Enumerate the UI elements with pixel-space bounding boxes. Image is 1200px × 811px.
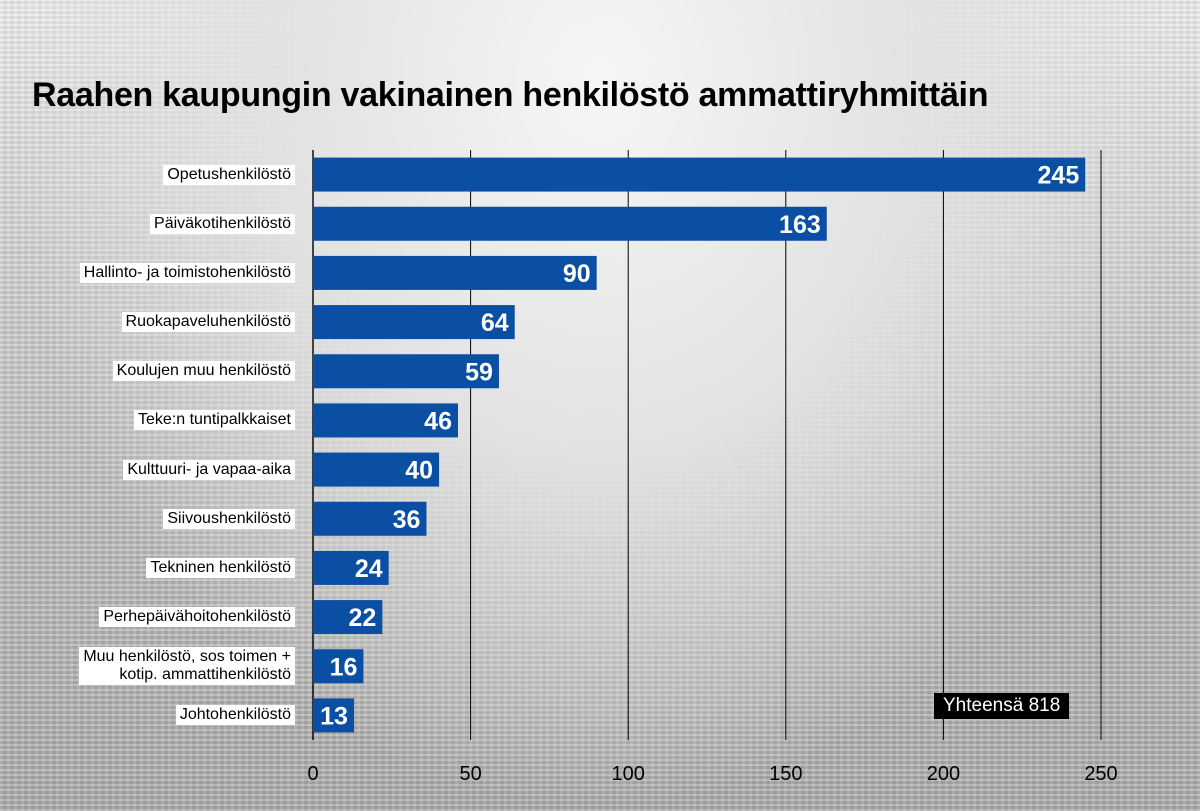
bar (313, 255, 597, 290)
bar-value-label: 22 (349, 604, 377, 632)
category-label: Hallinto- ja toimistohenkilöstö (79, 262, 295, 283)
x-tick-label: 250 (1084, 763, 1117, 785)
bar (313, 501, 427, 536)
x-tick-label: 100 (612, 763, 645, 785)
bar (313, 305, 515, 340)
x-tick-label: 200 (927, 763, 960, 785)
bar (313, 157, 1086, 192)
total-annotation: Yhteensä 818 (934, 693, 1070, 719)
x-tick-label: 50 (459, 763, 481, 785)
category-label: Ruokapaveluhenkilöstö (121, 312, 295, 333)
bar (313, 649, 364, 684)
category-label: Perhepäivähoitohenkilöstö (99, 607, 295, 628)
bar (313, 206, 827, 241)
category-label: Opetushenkilöstö (163, 164, 295, 185)
bar-value-label: 24 (355, 555, 383, 583)
bars: 245 163 90 64 59 46 40 36 24 22 16 13 (313, 157, 1086, 733)
bar (313, 600, 383, 635)
x-tick-label: 150 (769, 763, 802, 785)
bar (313, 403, 458, 438)
bar-value-label: 16 (330, 653, 358, 681)
grid-lines (312, 150, 1102, 740)
category-label: Teke:n tuntipalkkaiset (134, 410, 295, 431)
chart-title: Raahen kaupungin vakinainen henkilöstö a… (32, 76, 989, 114)
bar-value-label: 46 (424, 407, 452, 435)
bar-value-label: 36 (393, 506, 421, 534)
bar-value-label: 64 (481, 309, 509, 337)
bar (313, 698, 354, 733)
category-label: Tekninen henkilöstö (146, 557, 295, 578)
bar (313, 550, 389, 585)
bar-value-label: 40 (405, 457, 433, 485)
bar (313, 354, 499, 389)
bar-value-label: 59 (465, 358, 493, 386)
category-label: Johtohenkilöstö (175, 705, 295, 726)
category-label: Päiväkotihenkilöstö (150, 213, 295, 234)
bar-value-label: 90 (563, 260, 591, 288)
category-label: Siivoushenkilöstö (163, 508, 295, 529)
category-label: Kulttuuri- ja vapaa-aika (123, 459, 295, 480)
x-tick-label: 0 (307, 763, 318, 785)
bar-value-label: 13 (320, 702, 348, 730)
category-label: Muu henkilöstö, sos toimen + kotip. amma… (79, 647, 295, 686)
x-axis-ticks: 0 50 100 150 200 250 (307, 763, 1117, 785)
bar (313, 452, 440, 487)
bar-value-label: 163 (779, 211, 821, 239)
bar-value-label: 245 (1038, 162, 1080, 190)
category-label: Koulujen muu henkilöstö (112, 361, 295, 382)
